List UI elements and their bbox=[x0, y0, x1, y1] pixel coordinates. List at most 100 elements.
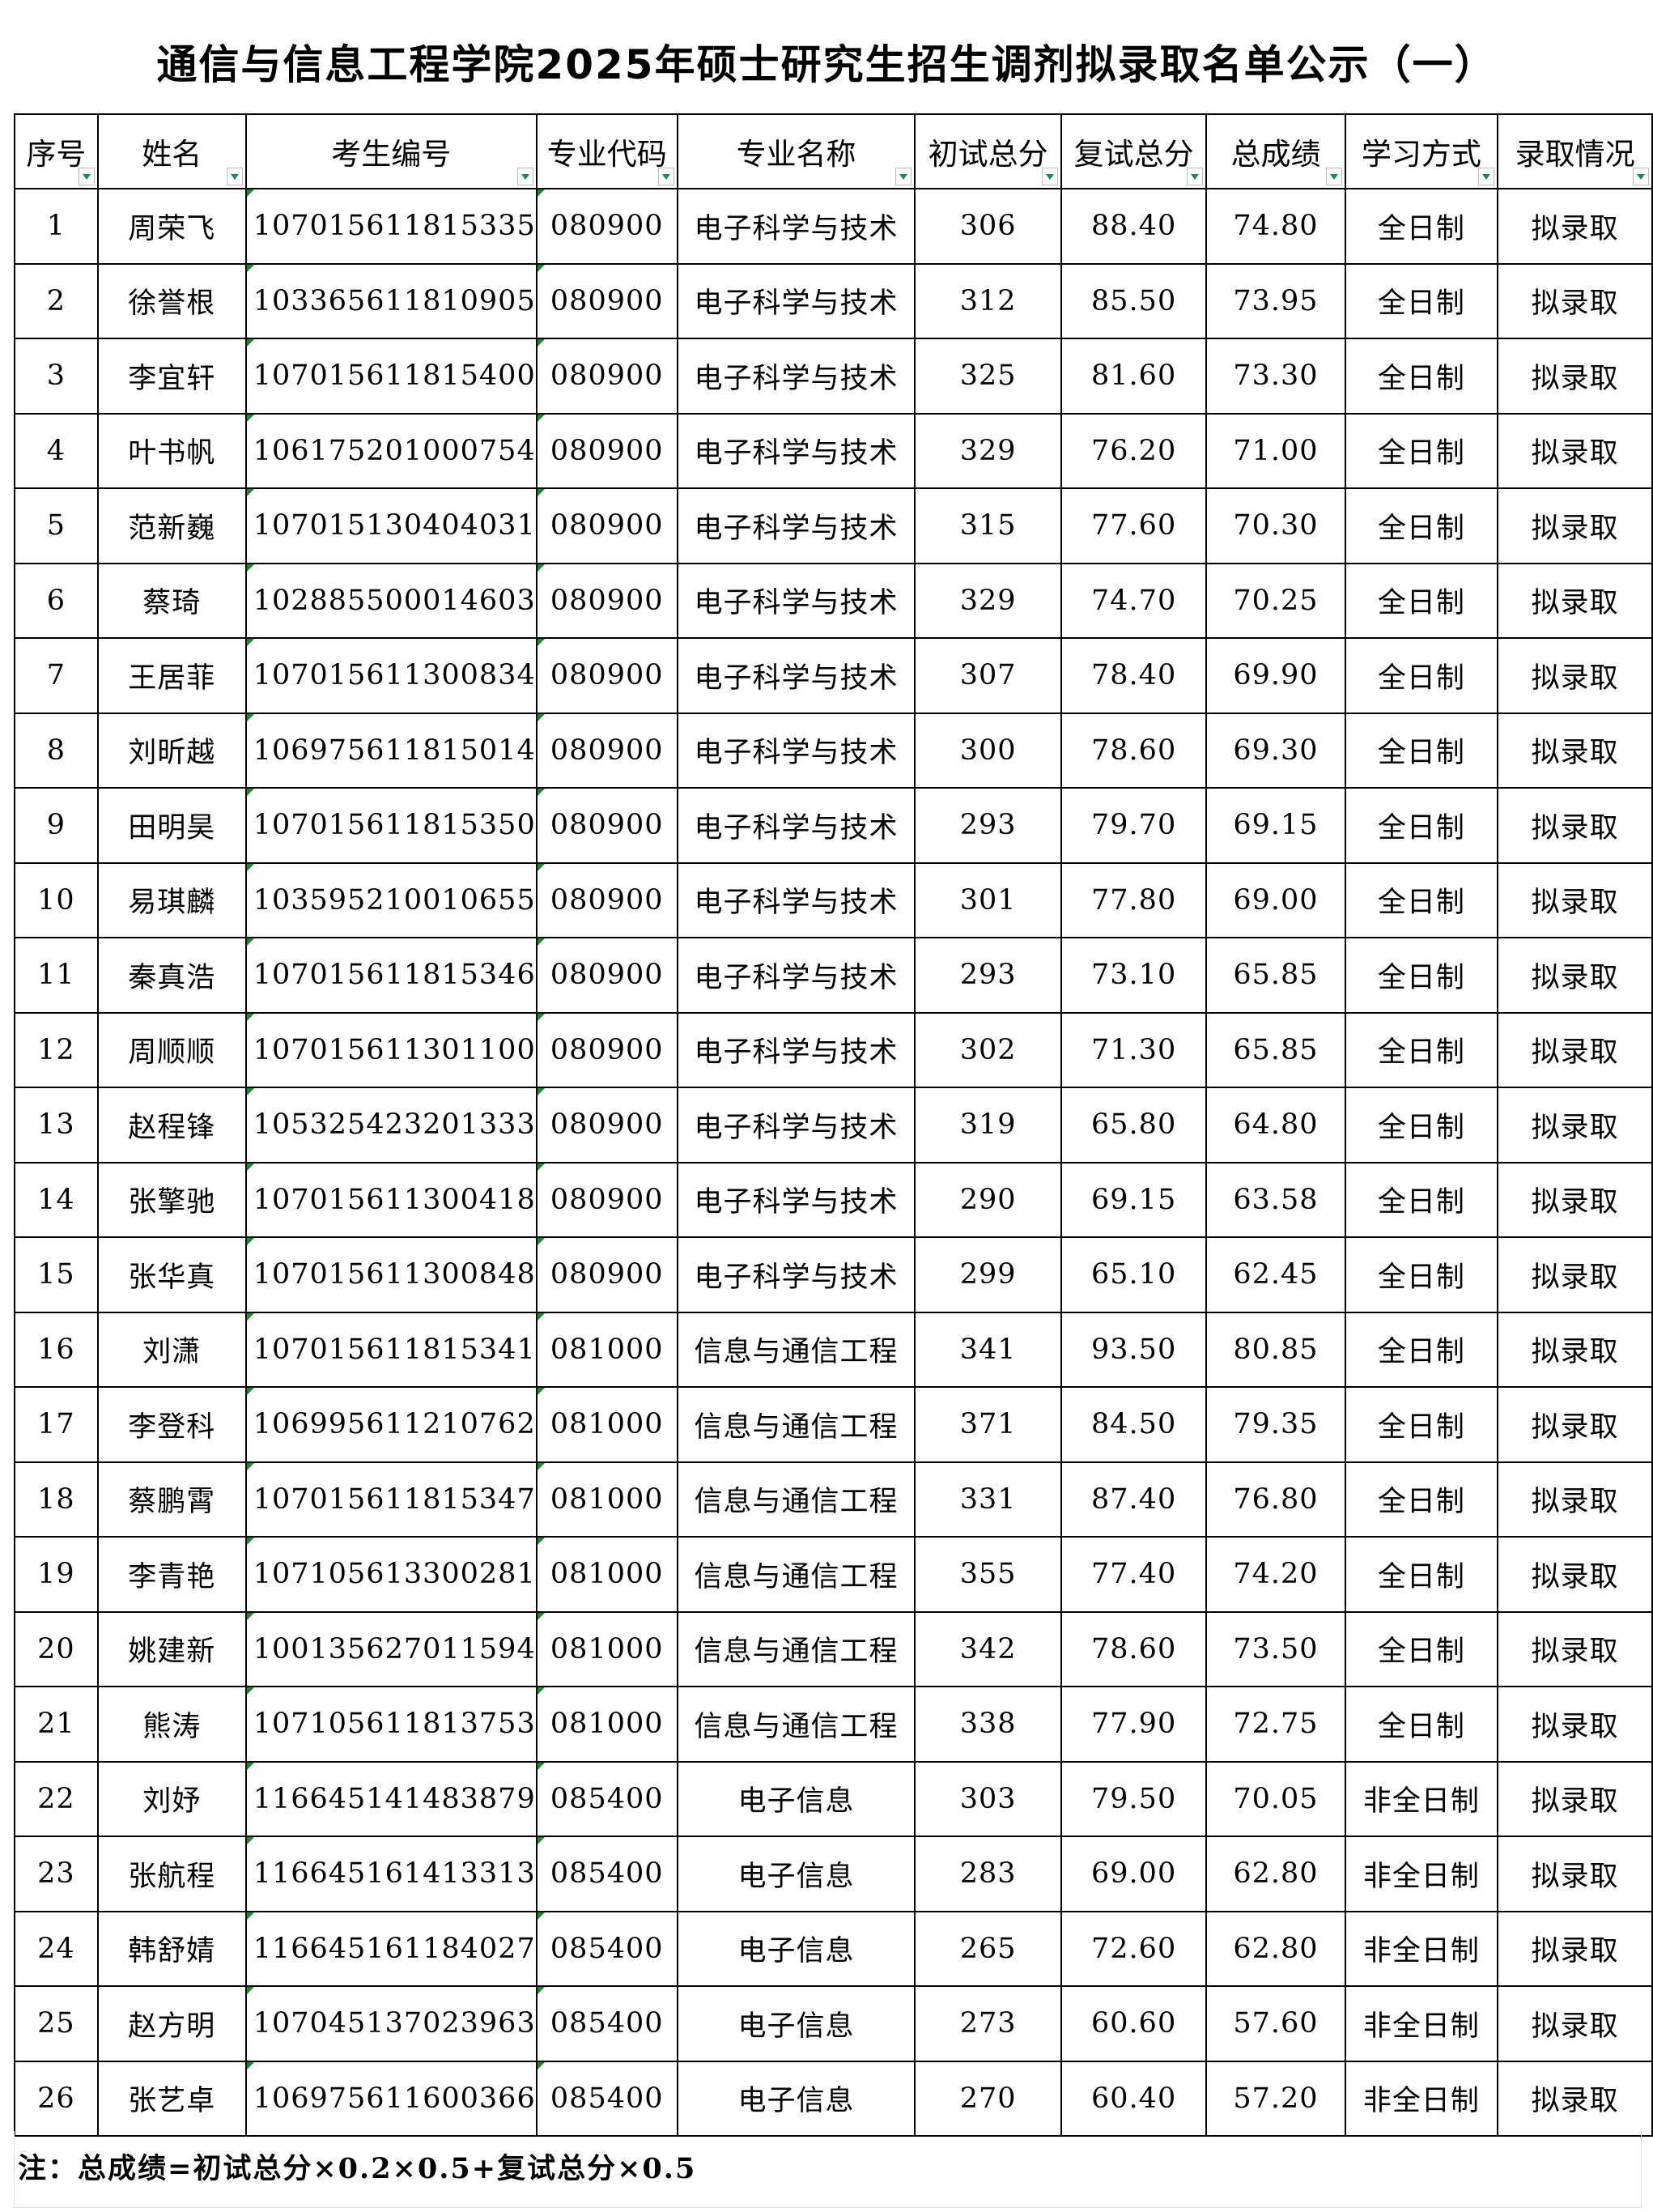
cell-name[interactable]: 李青艳 bbox=[96, 1536, 247, 1613]
cell-admission-status[interactable]: 拟录取 bbox=[1497, 787, 1653, 864]
cell-retest-score[interactable]: 71.30 bbox=[1060, 1011, 1208, 1088]
cell-index[interactable]: 8 bbox=[14, 712, 99, 789]
cell-study-mode[interactable]: 全日制 bbox=[1344, 1087, 1499, 1163]
cell-initial-score[interactable]: 371 bbox=[914, 1386, 1062, 1463]
cell-candidate-id[interactable]: 107015611815341 bbox=[244, 1311, 538, 1388]
cell-initial-score[interactable]: 301 bbox=[914, 861, 1062, 938]
cell-admission-status[interactable]: 拟录取 bbox=[1497, 712, 1653, 789]
cell-initial-score[interactable]: 338 bbox=[914, 1686, 1062, 1763]
cell-major-name[interactable]: 电子信息 bbox=[676, 1836, 916, 1912]
cell-initial-score[interactable]: 306 bbox=[914, 188, 1062, 265]
cell-study-mode[interactable]: 全日制 bbox=[1344, 562, 1499, 639]
cell-major-code[interactable]: 085400 bbox=[535, 1760, 678, 1837]
cell-index[interactable]: 15 bbox=[14, 1236, 99, 1313]
cell-name[interactable]: 李登科 bbox=[96, 1386, 247, 1463]
cell-candidate-id[interactable]: 100135627011594 bbox=[244, 1610, 538, 1687]
cell-admission-status[interactable]: 拟录取 bbox=[1497, 1236, 1653, 1313]
cell-name[interactable]: 蔡鹏霄 bbox=[96, 1461, 247, 1538]
cell-total-score[interactable]: 65.85 bbox=[1205, 1011, 1346, 1088]
cell-retest-score[interactable]: 81.60 bbox=[1060, 338, 1208, 415]
cell-total-score[interactable]: 62.80 bbox=[1205, 1910, 1346, 1987]
cell-major-name[interactable]: 电子信息 bbox=[676, 1985, 916, 2062]
cell-index[interactable]: 23 bbox=[14, 1836, 99, 1912]
filter-dropdown-icon[interactable] bbox=[1633, 168, 1649, 185]
cell-major-code[interactable]: 081000 bbox=[535, 1461, 678, 1538]
cell-major-code[interactable]: 081000 bbox=[535, 1536, 678, 1613]
cell-study-mode[interactable]: 全日制 bbox=[1344, 338, 1499, 415]
cell-admission-status[interactable]: 拟录取 bbox=[1497, 1161, 1653, 1238]
cell-major-name[interactable]: 电子科学与技术 bbox=[676, 1236, 916, 1313]
cell-initial-score[interactable]: 342 bbox=[914, 1610, 1062, 1687]
cell-admission-status[interactable]: 拟录取 bbox=[1497, 1386, 1653, 1463]
cell-total-score[interactable]: 72.75 bbox=[1205, 1686, 1346, 1763]
cell-retest-score[interactable]: 88.40 bbox=[1060, 188, 1208, 265]
cell-initial-score[interactable]: 329 bbox=[914, 412, 1062, 489]
cell-major-name[interactable]: 信息与通信工程 bbox=[676, 1461, 916, 1538]
cell-study-mode[interactable]: 全日制 bbox=[1344, 787, 1499, 864]
cell-major-name[interactable]: 电子科学与技术 bbox=[676, 562, 916, 639]
cell-retest-score[interactable]: 74.70 bbox=[1060, 562, 1208, 639]
cell-candidate-id[interactable]: 107015611300848 bbox=[244, 1236, 538, 1313]
cell-name[interactable]: 易琪麟 bbox=[96, 861, 247, 938]
cell-index[interactable]: 2 bbox=[14, 262, 99, 339]
cell-name[interactable]: 周荣飞 bbox=[96, 188, 247, 265]
cell-initial-score[interactable]: 303 bbox=[914, 1760, 1062, 1837]
cell-total-score[interactable]: 76.80 bbox=[1205, 1461, 1346, 1538]
cell-index[interactable]: 16 bbox=[14, 1311, 99, 1388]
cell-major-code[interactable]: 080900 bbox=[535, 637, 678, 714]
cell-major-code[interactable]: 081000 bbox=[535, 1610, 678, 1687]
cell-retest-score[interactable]: 78.60 bbox=[1060, 712, 1208, 789]
cell-major-name[interactable]: 电子科学与技术 bbox=[676, 1161, 916, 1238]
cell-total-score[interactable]: 80.85 bbox=[1205, 1311, 1346, 1388]
cell-name[interactable]: 田明昊 bbox=[96, 787, 247, 864]
cell-index[interactable]: 20 bbox=[14, 1610, 99, 1687]
cell-admission-status[interactable]: 拟录取 bbox=[1497, 1760, 1653, 1837]
cell-major-name[interactable]: 电子科学与技术 bbox=[676, 637, 916, 714]
cell-admission-status[interactable]: 拟录取 bbox=[1497, 1536, 1653, 1613]
cell-major-name[interactable]: 电子科学与技术 bbox=[676, 787, 916, 864]
cell-major-name[interactable]: 电子科学与技术 bbox=[676, 1011, 916, 1088]
cell-index[interactable]: 7 bbox=[14, 637, 99, 714]
cell-initial-score[interactable]: 341 bbox=[914, 1311, 1062, 1388]
cell-initial-score[interactable]: 312 bbox=[914, 262, 1062, 339]
cell-admission-status[interactable]: 拟录取 bbox=[1497, 1011, 1653, 1088]
cell-study-mode[interactable]: 全日制 bbox=[1344, 861, 1499, 938]
cell-admission-status[interactable]: 拟录取 bbox=[1497, 861, 1653, 938]
cell-name[interactable]: 韩舒婧 bbox=[96, 1910, 247, 1987]
cell-candidate-id[interactable]: 107015611300418 bbox=[244, 1161, 538, 1238]
cell-total-score[interactable]: 63.58 bbox=[1205, 1161, 1346, 1238]
cell-major-name[interactable]: 电子信息 bbox=[676, 1910, 916, 1987]
cell-admission-status[interactable]: 拟录取 bbox=[1497, 1836, 1653, 1912]
cell-initial-score[interactable]: 300 bbox=[914, 712, 1062, 789]
cell-major-code[interactable]: 085400 bbox=[535, 1985, 678, 2062]
cell-total-score[interactable]: 79.35 bbox=[1205, 1386, 1346, 1463]
cell-study-mode[interactable]: 全日制 bbox=[1344, 937, 1499, 1014]
cell-initial-score[interactable]: 273 bbox=[914, 1985, 1062, 2062]
cell-study-mode[interactable]: 全日制 bbox=[1344, 1536, 1499, 1613]
cell-retest-score[interactable]: 69.15 bbox=[1060, 1161, 1208, 1238]
cell-total-score[interactable]: 70.25 bbox=[1205, 562, 1346, 639]
cell-admission-status[interactable]: 拟录取 bbox=[1497, 1910, 1653, 1987]
cell-index[interactable]: 6 bbox=[14, 562, 99, 639]
cell-candidate-id[interactable]: 105325423201333 bbox=[244, 1087, 538, 1163]
cell-index[interactable]: 21 bbox=[14, 1686, 99, 1763]
cell-major-code[interactable]: 080900 bbox=[535, 1011, 678, 1088]
filter-dropdown-icon[interactable] bbox=[78, 168, 95, 185]
cell-candidate-id[interactable]: 107105613300281 bbox=[244, 1536, 538, 1613]
cell-retest-score[interactable]: 69.00 bbox=[1060, 1836, 1208, 1912]
filter-dropdown-icon[interactable] bbox=[1041, 168, 1058, 185]
cell-admission-status[interactable]: 拟录取 bbox=[1497, 937, 1653, 1014]
cell-initial-score[interactable]: 270 bbox=[914, 2060, 1062, 2137]
cell-index[interactable]: 12 bbox=[14, 1011, 99, 1088]
cell-study-mode[interactable]: 非全日制 bbox=[1344, 1760, 1499, 1837]
cell-index[interactable]: 3 bbox=[14, 338, 99, 415]
cell-study-mode[interactable]: 全日制 bbox=[1344, 1011, 1499, 1088]
cell-study-mode[interactable]: 非全日制 bbox=[1344, 1910, 1499, 1987]
cell-retest-score[interactable]: 79.70 bbox=[1060, 787, 1208, 864]
cell-candidate-id[interactable]: 107015611815350 bbox=[244, 787, 538, 864]
cell-retest-score[interactable]: 77.90 bbox=[1060, 1686, 1208, 1763]
cell-initial-score[interactable]: 331 bbox=[914, 1461, 1062, 1538]
cell-index[interactable]: 19 bbox=[14, 1536, 99, 1613]
cell-retest-score[interactable]: 72.60 bbox=[1060, 1910, 1208, 1987]
cell-candidate-id[interactable]: 116645161413313 bbox=[244, 1836, 538, 1912]
